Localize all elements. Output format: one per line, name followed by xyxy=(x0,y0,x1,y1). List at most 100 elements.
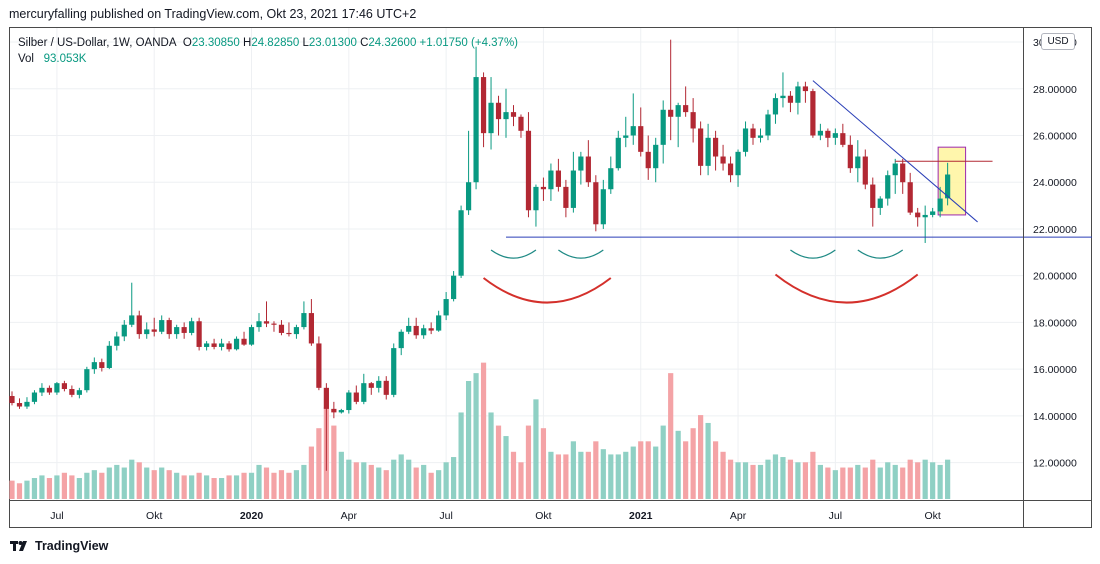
candle-body xyxy=(937,198,943,212)
volume-bar xyxy=(795,462,801,499)
candle-body xyxy=(525,130,532,211)
candle-body xyxy=(585,156,591,183)
volume-bar xyxy=(870,459,876,499)
volume-bar xyxy=(585,451,591,499)
volume-bar xyxy=(451,457,457,499)
volume-bar xyxy=(69,475,75,499)
volume-bar xyxy=(735,462,741,499)
volume-bar xyxy=(166,470,172,499)
candle-body xyxy=(555,170,562,187)
volume-bar xyxy=(787,459,794,499)
volume-bar xyxy=(593,441,599,499)
volume-bar xyxy=(653,446,659,499)
candle-body xyxy=(870,184,876,208)
candle-body xyxy=(323,387,329,409)
volume-bar xyxy=(338,451,344,499)
candle-body xyxy=(750,128,756,138)
volume-bar xyxy=(945,459,951,499)
candle-body xyxy=(862,156,868,185)
x-tick-label: Jul xyxy=(829,510,842,522)
candle-body xyxy=(233,338,240,350)
small-arc-4 xyxy=(857,249,904,259)
candle-body xyxy=(398,331,404,349)
candle-body xyxy=(795,86,801,103)
y-tick-label: 22.00000 xyxy=(1033,224,1077,236)
candle-body xyxy=(765,114,771,136)
candle-body xyxy=(705,137,711,166)
volume-bar xyxy=(181,475,187,499)
volume-bar xyxy=(301,464,307,499)
volume-bar xyxy=(233,475,240,499)
volume-bar xyxy=(443,462,449,499)
candle-body xyxy=(877,198,883,208)
volume-bar xyxy=(391,459,397,499)
y-tick-label: 24.00000 xyxy=(1033,177,1077,189)
candle-body xyxy=(727,163,734,176)
candle-body xyxy=(346,392,352,411)
volume-bar xyxy=(495,425,502,499)
volume-bar xyxy=(563,454,569,499)
candle-body xyxy=(495,102,502,120)
candle-body xyxy=(675,105,681,117)
volume-bar xyxy=(406,459,412,499)
candle-body xyxy=(630,126,636,136)
y-tick-label: 14.00000 xyxy=(1033,411,1077,423)
candle-body xyxy=(218,343,225,347)
volume-bar xyxy=(510,451,517,499)
candle-body xyxy=(915,212,921,218)
volume-bar xyxy=(376,467,382,499)
volume-bar xyxy=(9,480,15,499)
volume-bar xyxy=(578,451,584,499)
candle-body xyxy=(503,112,509,120)
volume-bar xyxy=(293,470,300,499)
x-tick-label: Apr xyxy=(730,510,747,522)
footer-brand[interactable]: TradingView xyxy=(10,539,108,553)
volume-bar xyxy=(398,454,404,499)
candle-body xyxy=(757,135,764,138)
candle-body xyxy=(810,91,816,136)
legend-price-row: Silber / US-Dollar, 1W, OANDA O23.30850 … xyxy=(18,37,519,49)
candle-body xyxy=(241,338,247,345)
volume-bar xyxy=(772,454,779,499)
candle-body xyxy=(338,410,344,413)
y-tick-label: 16.00000 xyxy=(1033,364,1077,376)
volume-bar xyxy=(189,475,195,499)
volume-bar xyxy=(99,472,105,499)
volume-bar xyxy=(308,446,314,499)
volume-bar xyxy=(413,467,419,499)
volume-bar xyxy=(383,470,389,499)
price-axis: 30.0000028.0000026.0000024.0000022.00000… xyxy=(1023,28,1077,528)
volume-bar xyxy=(24,480,30,499)
volume-bar xyxy=(802,462,809,499)
volume-bar xyxy=(832,470,838,499)
candle-body xyxy=(593,182,599,225)
candle-body xyxy=(563,186,569,208)
large-arc-left xyxy=(482,277,612,304)
candle-body xyxy=(204,343,210,347)
candle-body xyxy=(248,327,255,345)
volume-bar xyxy=(54,475,60,499)
volume-bar xyxy=(690,428,696,499)
volume-bar xyxy=(151,470,157,499)
candle-body xyxy=(91,362,97,370)
legend-volume-label[interactable]: Vol xyxy=(18,53,34,65)
volume-bar xyxy=(712,441,719,499)
legend-symbol[interactable]: Silber / US-Dollar, 1W, OANDA xyxy=(18,37,177,49)
candle-body xyxy=(698,128,704,166)
currency-button[interactable]: USD xyxy=(1041,33,1075,50)
volume-bar xyxy=(316,428,322,499)
candlesticks xyxy=(9,39,951,471)
candle-body xyxy=(660,109,666,145)
annotations-front xyxy=(482,80,1092,304)
volume-bar xyxy=(76,478,82,499)
candle-body xyxy=(645,151,651,169)
candle-body xyxy=(825,130,831,138)
small-arc-3 xyxy=(790,249,836,259)
candle-body xyxy=(847,144,853,169)
candle-body xyxy=(720,156,726,164)
volume-bar xyxy=(278,470,285,499)
volume-bar xyxy=(600,449,606,499)
candle-body xyxy=(361,383,367,402)
volume-bar xyxy=(765,459,771,499)
